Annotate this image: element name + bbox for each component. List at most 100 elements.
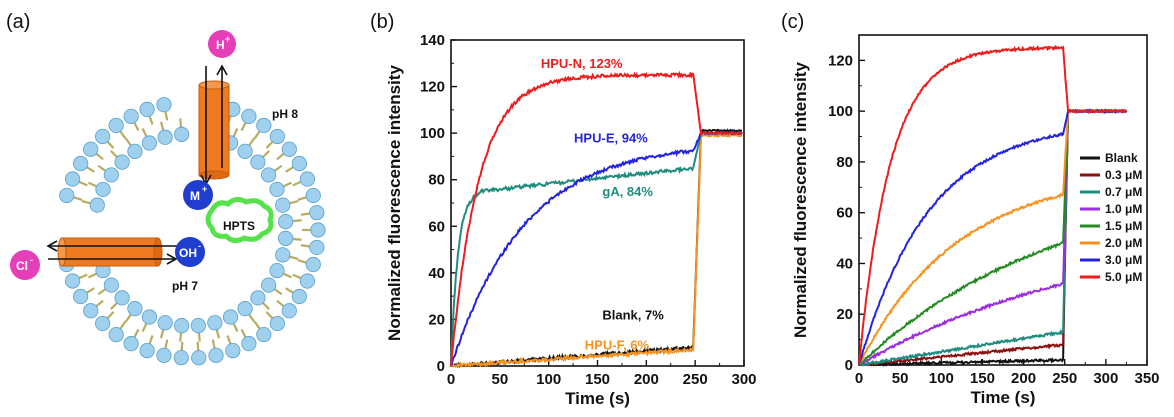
y-tick-label: 0 (845, 357, 853, 374)
lipid-tail (148, 335, 154, 346)
lipid-tail (88, 181, 99, 188)
y-tick-label: 100 (420, 125, 445, 142)
series-line (858, 108, 1127, 366)
x-tick-label: 200 (1011, 370, 1036, 387)
lipid-head (103, 277, 119, 293)
lipid-bilayer (59, 97, 326, 366)
lipid-head (114, 154, 130, 170)
legend-label: 2.0 μM (1105, 236, 1142, 250)
lipid-tail (232, 128, 239, 139)
lipid-head (127, 301, 143, 317)
x-tick-label: 300 (1093, 370, 1118, 387)
y-tick-label: 0 (437, 358, 445, 375)
y-tick-label: 120 (828, 52, 853, 69)
lipid-tail (72, 196, 83, 201)
lipid-tail (240, 328, 248, 339)
lipid-tail (292, 273, 303, 280)
lipid-head (250, 154, 266, 170)
cation-label: M (190, 189, 200, 203)
lipid-head (157, 129, 173, 145)
lipid-head (139, 343, 155, 359)
x-tick-label: 100 (929, 370, 954, 387)
lipid-head (95, 181, 111, 198)
lipid-head (305, 187, 321, 204)
lipid-tail (247, 312, 256, 323)
lipid-tail (300, 244, 312, 248)
lipid-tail (276, 299, 286, 308)
lipid-tail (141, 128, 148, 139)
lipid-tail (265, 311, 275, 320)
lipid-head (174, 318, 190, 334)
lipid-head (305, 256, 321, 273)
lipid-head (269, 128, 285, 145)
x-tick-label: 200 (634, 371, 659, 388)
series-line-hpun (450, 70, 743, 367)
lipid-tail (265, 140, 275, 149)
lipid-head (225, 343, 241, 359)
x-tick-label: 250 (683, 371, 708, 388)
y-tick-label: 100 (828, 103, 853, 120)
lipid-tail (261, 301, 270, 310)
x-tick-label: 150 (585, 371, 610, 388)
series-line (858, 108, 1128, 368)
lipid-tail (276, 152, 286, 161)
lipid-tail (272, 287, 283, 296)
proton-ion: H + (208, 30, 236, 58)
lipid-tail (159, 328, 165, 339)
lipid-head (207, 315, 223, 331)
lipid-head (108, 326, 124, 343)
series-line (858, 108, 1127, 366)
lipid-tail (196, 341, 200, 352)
lipid-tail (81, 199, 92, 205)
channel-left (57, 237, 163, 267)
lipid-head (141, 135, 158, 151)
lipid-tail (253, 320, 262, 331)
y-axis-title: Normalized fluorescence intensity (385, 65, 404, 341)
plot-frame-b (450, 39, 745, 367)
lipid-head (278, 214, 294, 230)
lipid-tail (105, 140, 115, 149)
lipid-tail (141, 321, 148, 332)
x-tick-label: 350 (1134, 370, 1159, 387)
lipid-head (237, 301, 253, 317)
y-tick-label: 120 (420, 79, 445, 96)
lipid-tail (164, 110, 169, 121)
y-tick-label: 20 (428, 311, 445, 328)
lipid-tail (124, 312, 133, 323)
lipid-tail (94, 152, 104, 161)
lipid-tail (85, 287, 95, 295)
lipid-head (127, 143, 143, 159)
lipid-head (139, 101, 155, 117)
lipid-head (256, 117, 272, 134)
lipid-head (241, 108, 257, 124)
lipid-tail (118, 320, 127, 331)
lipid-head (83, 141, 99, 157)
lipid-head (241, 336, 257, 352)
x-tick-label: 250 (1052, 370, 1077, 387)
lipid-tail (97, 287, 108, 296)
lipid-tail (253, 129, 262, 140)
cation-ion: M + (183, 180, 213, 210)
lipid-tail (197, 331, 201, 342)
lipid-tail (215, 328, 221, 339)
chloride-label: Cl (16, 259, 28, 273)
lipid-head (59, 187, 75, 204)
vesicle-schematic: H + Cl - M + OH - HPTS pH 8 pH 7 (10, 30, 326, 366)
lipid-tail (97, 164, 108, 173)
series-line-hpue (450, 130, 743, 367)
legend-label: Blank (1105, 151, 1138, 165)
lipid-tail (179, 118, 183, 129)
lipid-head (275, 197, 291, 213)
lipid-head (157, 315, 173, 331)
lipid-head (269, 262, 285, 279)
panel-label-c: (c) (781, 11, 804, 33)
plot-frame-c (858, 34, 1148, 366)
lipid-tail (240, 121, 248, 132)
lipid-head (114, 290, 130, 306)
x-tick-label: 50 (491, 371, 508, 388)
y-tick-label: 80 (836, 154, 853, 171)
lipid-head (108, 117, 124, 134)
lipid-head (281, 141, 297, 157)
x-tick-label: 50 (892, 370, 909, 387)
lipid-head (123, 336, 139, 352)
